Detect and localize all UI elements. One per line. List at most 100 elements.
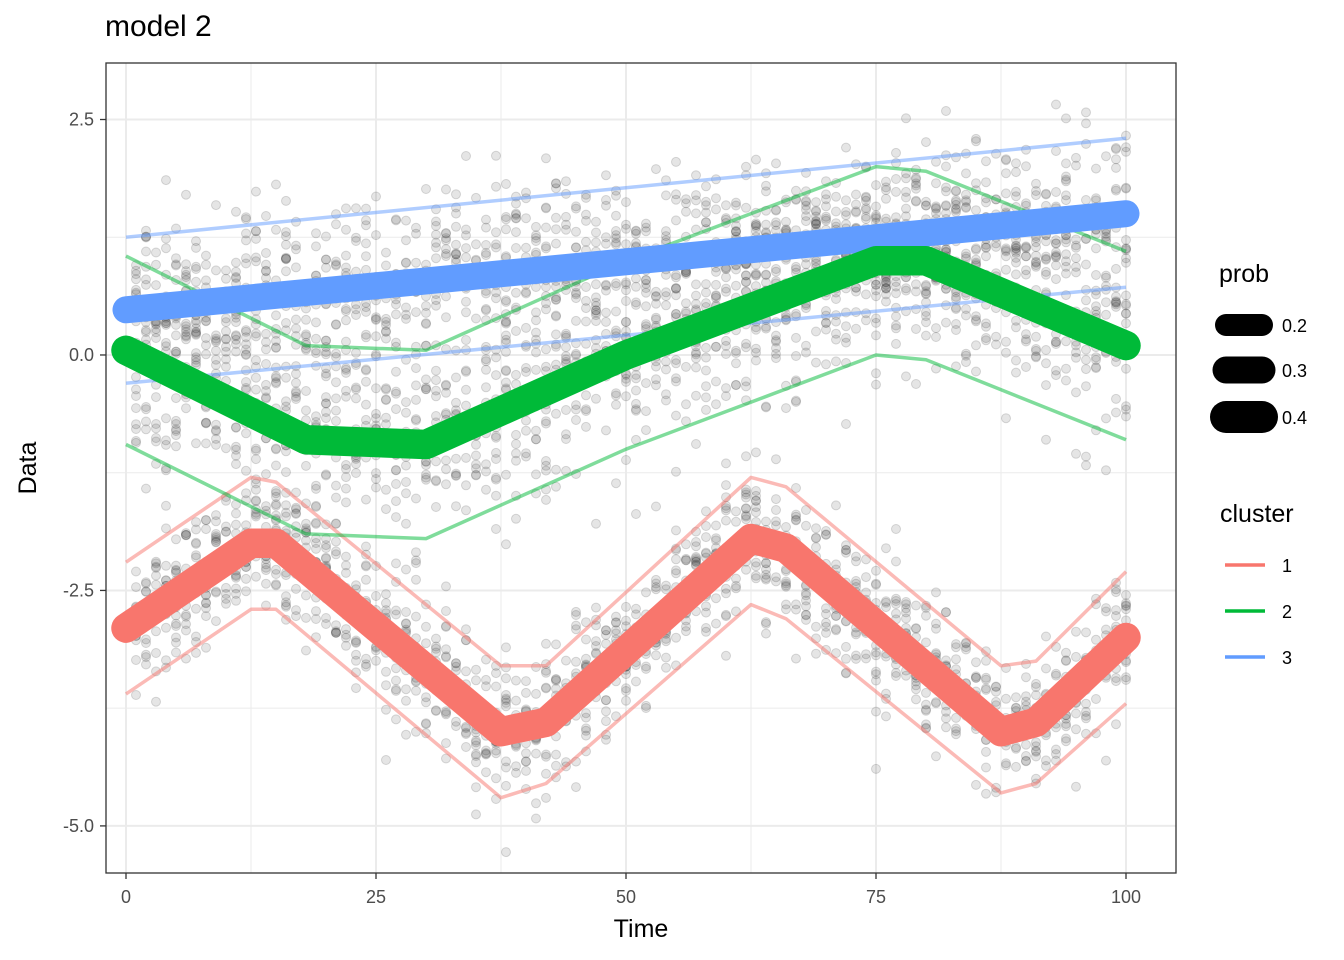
data-point [821,215,831,226]
data-point [901,603,911,614]
data-point [821,324,831,335]
data-point [1051,238,1061,249]
data-point [381,504,391,515]
data-point [921,289,931,300]
data-point [581,723,591,734]
data-point [991,681,1001,692]
data-point [191,524,201,535]
data-point [331,416,341,426]
data-point [291,605,301,616]
data-point [191,631,201,642]
data-point [441,379,451,390]
data-point [761,270,771,281]
data-point [351,637,361,647]
data-point [731,226,741,236]
data-point [851,286,861,297]
data-point [1021,161,1031,172]
data-point [251,454,261,465]
data-point [151,392,161,403]
data-point [181,318,191,329]
data-point [1071,651,1081,662]
data-point [1061,234,1071,245]
data-point [371,413,381,424]
data-point [191,318,201,329]
data-point [231,330,241,341]
data-point [631,297,641,308]
data-point [921,280,931,290]
data-point [861,204,871,215]
data-point [401,397,411,408]
data-point [361,376,371,387]
data-point [1101,231,1111,242]
data-point [731,358,741,369]
data-point [691,299,701,309]
data-point [631,405,641,416]
data-point [951,186,961,197]
data-point [131,437,141,448]
data-point [211,536,221,547]
data-point [701,532,711,543]
data-point [1051,274,1061,285]
data-point [311,228,321,239]
data-point [231,583,241,594]
data-point [471,239,481,250]
data-point [811,648,821,659]
data-point [271,488,281,499]
data-point [401,607,411,617]
data-point [971,243,981,254]
data-point [791,351,801,361]
data-point [1071,160,1081,171]
data-point [1021,756,1031,767]
data-point [671,568,681,579]
data-point [211,586,221,597]
data-point [321,254,331,265]
data-point [941,200,951,211]
data-point [461,721,471,732]
data-point [281,446,291,457]
data-point [791,515,801,526]
data-point [1081,344,1091,355]
data-point [161,523,171,534]
data-point [761,617,771,628]
data-point [921,288,931,299]
data-point [311,241,321,252]
data-point [381,394,391,405]
data-point [431,385,441,396]
data-point [341,385,351,396]
data-point [1081,364,1091,375]
data-point [1031,690,1041,701]
data-point [941,182,951,193]
data-point [461,243,471,254]
data-point [801,197,811,207]
data-point [421,382,431,393]
data-point [551,408,561,419]
data-point [371,408,381,419]
data-point [281,500,291,511]
data-point [241,349,251,360]
data-point [541,667,551,678]
data-point [761,573,771,584]
data-point [861,191,871,202]
data-point [1011,247,1021,258]
data-point [311,606,321,617]
data-point [291,583,301,594]
data-point [811,533,821,544]
data-point [191,603,201,614]
data-point [741,510,751,521]
data-point [141,634,151,645]
data-point [881,283,891,293]
data-point [711,341,721,352]
data-point [1001,336,1011,347]
data-point [251,256,261,267]
data-point [361,238,371,249]
data-point [381,395,391,406]
data-point [681,298,691,309]
data-point [181,611,191,622]
data-point [471,749,481,760]
data-point [891,599,901,609]
data-point [861,587,871,598]
data-point [571,315,581,326]
data-point [341,203,351,214]
data-point [751,561,761,572]
